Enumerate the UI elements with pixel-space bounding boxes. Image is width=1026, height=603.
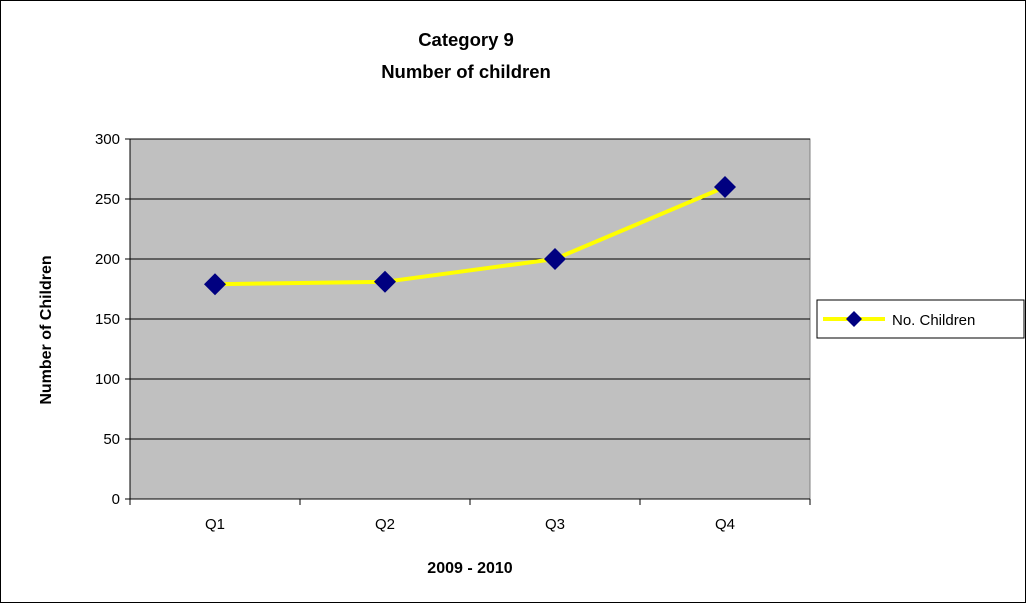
chart-title: Category 9 — [418, 29, 514, 50]
data-point-marker — [374, 270, 396, 293]
y-axis: 0 50 100 150 200 250 300 — [95, 131, 131, 508]
y-tick-label: 50 — [103, 431, 120, 448]
y-tick-label: 300 — [95, 131, 120, 148]
y-tick-label: 100 — [95, 371, 120, 388]
chart-subtitle: Number of children — [381, 61, 551, 82]
series-group — [204, 176, 736, 296]
y-tick-label: 250 — [95, 191, 120, 208]
y-axis-title: Number of Children — [38, 255, 55, 404]
y-tick-label: 150 — [95, 311, 120, 328]
data-point-marker — [204, 273, 226, 296]
y-tick-label: 0 — [112, 491, 120, 508]
x-axis-title: 2009 - 2010 — [427, 560, 513, 577]
data-point-marker — [544, 248, 566, 270]
x-tick-label: Q1 — [205, 516, 225, 533]
y-tick-label: 200 — [95, 251, 120, 268]
data-point-marker — [714, 176, 736, 198]
x-tick-label: Q3 — [545, 516, 565, 533]
series-line — [214, 185, 726, 287]
legend-label: No. Children — [892, 312, 975, 329]
x-tick-label: Q4 — [715, 516, 735, 533]
legend: No. Children — [816, 299, 1025, 339]
x-axis: Q1 Q2 Q3 Q4 — [129, 498, 811, 533]
legend-marker — [846, 311, 862, 327]
x-tick-label: Q2 — [375, 516, 395, 533]
